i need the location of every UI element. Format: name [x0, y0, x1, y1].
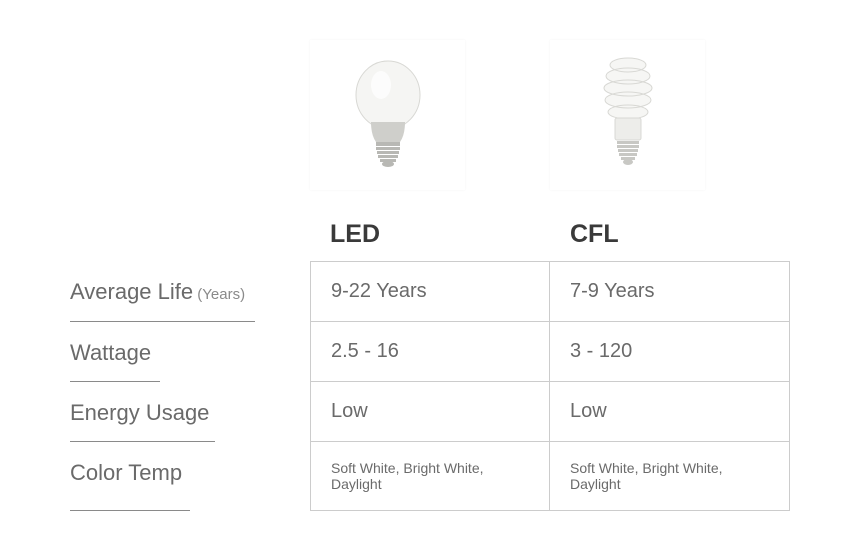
table-row: Energy UsageLowLow	[70, 382, 790, 442]
cfl-value: 3 - 120	[550, 322, 790, 382]
cfl-value: Low	[550, 382, 790, 442]
led-value: 2.5 - 16	[310, 322, 550, 382]
comparison-table: Average Life (Years)9-22 Years7-9 YearsW…	[70, 261, 790, 511]
table-row: Wattage2.5 - 163 - 120	[70, 322, 790, 382]
led-value: 9-22 Years	[310, 261, 550, 322]
row-label: Color Temp	[70, 442, 310, 511]
row-label: Average Life (Years)	[70, 261, 310, 322]
bulb-images-row	[310, 40, 790, 190]
label-underline	[70, 510, 190, 511]
table-row: Average Life (Years)9-22 Years7-9 Years	[70, 261, 790, 322]
led-bulb-image	[310, 40, 465, 190]
led-header: LED	[310, 220, 550, 249]
cfl-value: Soft White, Bright White, Daylight	[550, 442, 790, 511]
cfl-bulb-icon	[583, 50, 673, 180]
comparison-container: LED CFL Average Life (Years)9-22 Years7-…	[0, 0, 860, 511]
led-value: Soft White, Bright White, Daylight	[310, 442, 550, 511]
cfl-bulb-image	[550, 40, 705, 190]
column-headers-row: LED CFL	[310, 220, 790, 249]
row-label-suffix: (Years)	[193, 286, 245, 303]
row-label: Energy Usage	[70, 382, 310, 442]
cfl-header: CFL	[550, 220, 790, 249]
row-label: Wattage	[70, 322, 310, 382]
cfl-value: 7-9 Years	[550, 261, 790, 322]
led-value: Low	[310, 382, 550, 442]
led-bulb-icon	[343, 50, 433, 180]
table-row: Color TempSoft White, Bright White, Dayl…	[70, 442, 790, 511]
